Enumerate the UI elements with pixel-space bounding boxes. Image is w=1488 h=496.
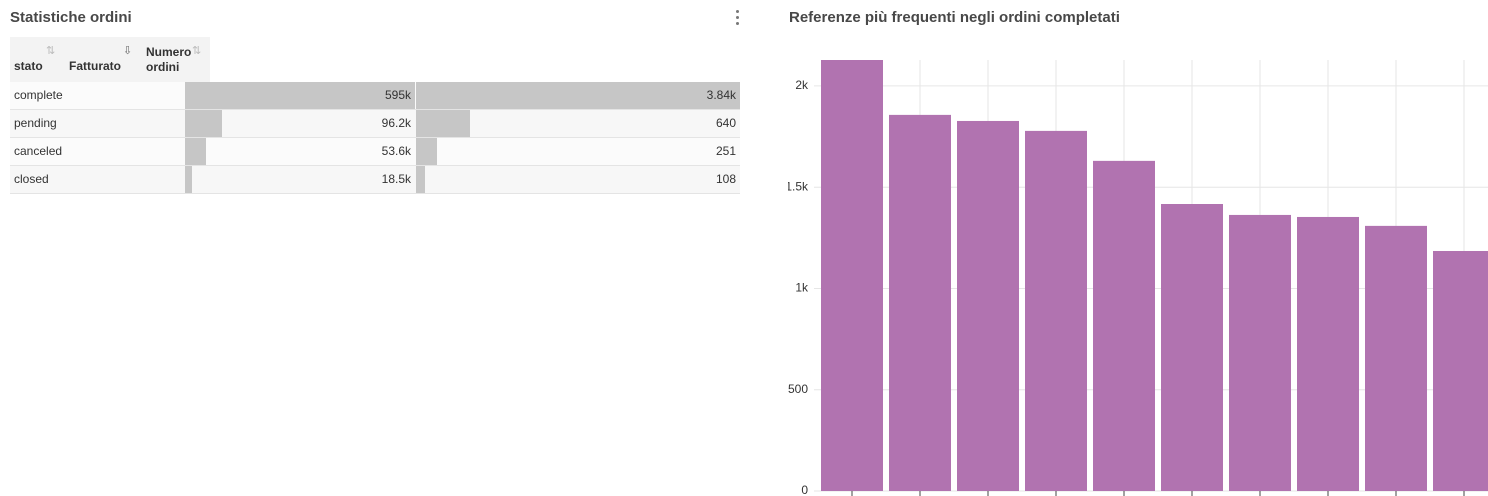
cell-bar	[185, 166, 193, 193]
cell-bar	[416, 82, 740, 109]
cell-bar	[185, 138, 206, 165]
header-cell[interactable]: ⇩ Fatturato	[65, 37, 142, 82]
bar-cell: 108	[416, 166, 740, 193]
y-tick-label: 500	[788, 382, 808, 396]
column-header: stato	[14, 59, 43, 73]
chart-title: Referenze più frequenti negli ordini com…	[789, 9, 1120, 26]
y-tick-label: 1.5k	[788, 179, 809, 193]
cell-bar	[185, 82, 415, 109]
table-row: canceled 53.6k 251	[10, 138, 740, 166]
cell-bar	[185, 110, 223, 137]
column-header: Numero ordini	[146, 45, 192, 74]
cell-text: closed	[14, 172, 49, 186]
bar	[889, 114, 951, 491]
y-tick-label: 1k	[795, 281, 809, 295]
y-tick-label: 0	[801, 483, 808, 496]
cell-text: complete	[14, 88, 63, 102]
cell-value: 3.84k	[706, 88, 736, 102]
cell-value: 108	[715, 172, 736, 186]
cell-value: 640	[715, 116, 736, 130]
menu-button[interactable]	[736, 10, 740, 28]
chart: 0 500 1k 1.5k 2k	[788, 60, 1488, 496]
cell-value: 595k	[384, 88, 411, 102]
cell-value: 53.6k	[381, 144, 411, 158]
bar	[1297, 216, 1359, 492]
table-title: Statistiche ordini	[10, 9, 132, 26]
bar	[1161, 204, 1223, 492]
header-cell[interactable]: ⇅ Numero ordini	[142, 37, 210, 82]
bar-cell: 251	[416, 138, 740, 165]
bar	[1093, 160, 1155, 492]
bar-cell: 3.84k	[416, 82, 740, 109]
bar	[1433, 250, 1488, 491]
cell-bar	[416, 110, 470, 137]
bar-cell: 595k	[185, 82, 415, 109]
cell-bar	[416, 138, 438, 165]
table-row: complete 595k 3.84k	[10, 82, 740, 110]
cell-text: pending	[14, 116, 57, 130]
bar-cell: 53.6k	[185, 138, 415, 165]
bar	[957, 120, 1019, 492]
bar	[821, 60, 883, 491]
bar	[1025, 130, 1087, 491]
table: ⇅ stato ⇩ Fatturato ⇅ Numero ordini complet…	[10, 37, 740, 197]
bar-cell: 96.2k	[185, 110, 415, 137]
column-header: Fatturato	[69, 59, 121, 73]
cell-bar	[416, 166, 426, 193]
bar-cell: 18.5k	[185, 166, 415, 193]
header-cell[interactable]: ⇅ stato	[10, 37, 65, 82]
y-tick-label: 2k	[795, 78, 809, 92]
bar	[1365, 225, 1427, 491]
table-row: closed 18.5k 108	[10, 166, 740, 194]
bar-cell: 640	[416, 110, 740, 137]
bar	[1229, 214, 1291, 491]
cell-text: canceled	[14, 144, 63, 158]
table-row: pending 96.2k 640	[10, 110, 740, 138]
cell-value: 18.5k	[381, 172, 411, 186]
cell-value: 251	[715, 144, 736, 158]
cell-value: 96.2k	[381, 116, 411, 130]
